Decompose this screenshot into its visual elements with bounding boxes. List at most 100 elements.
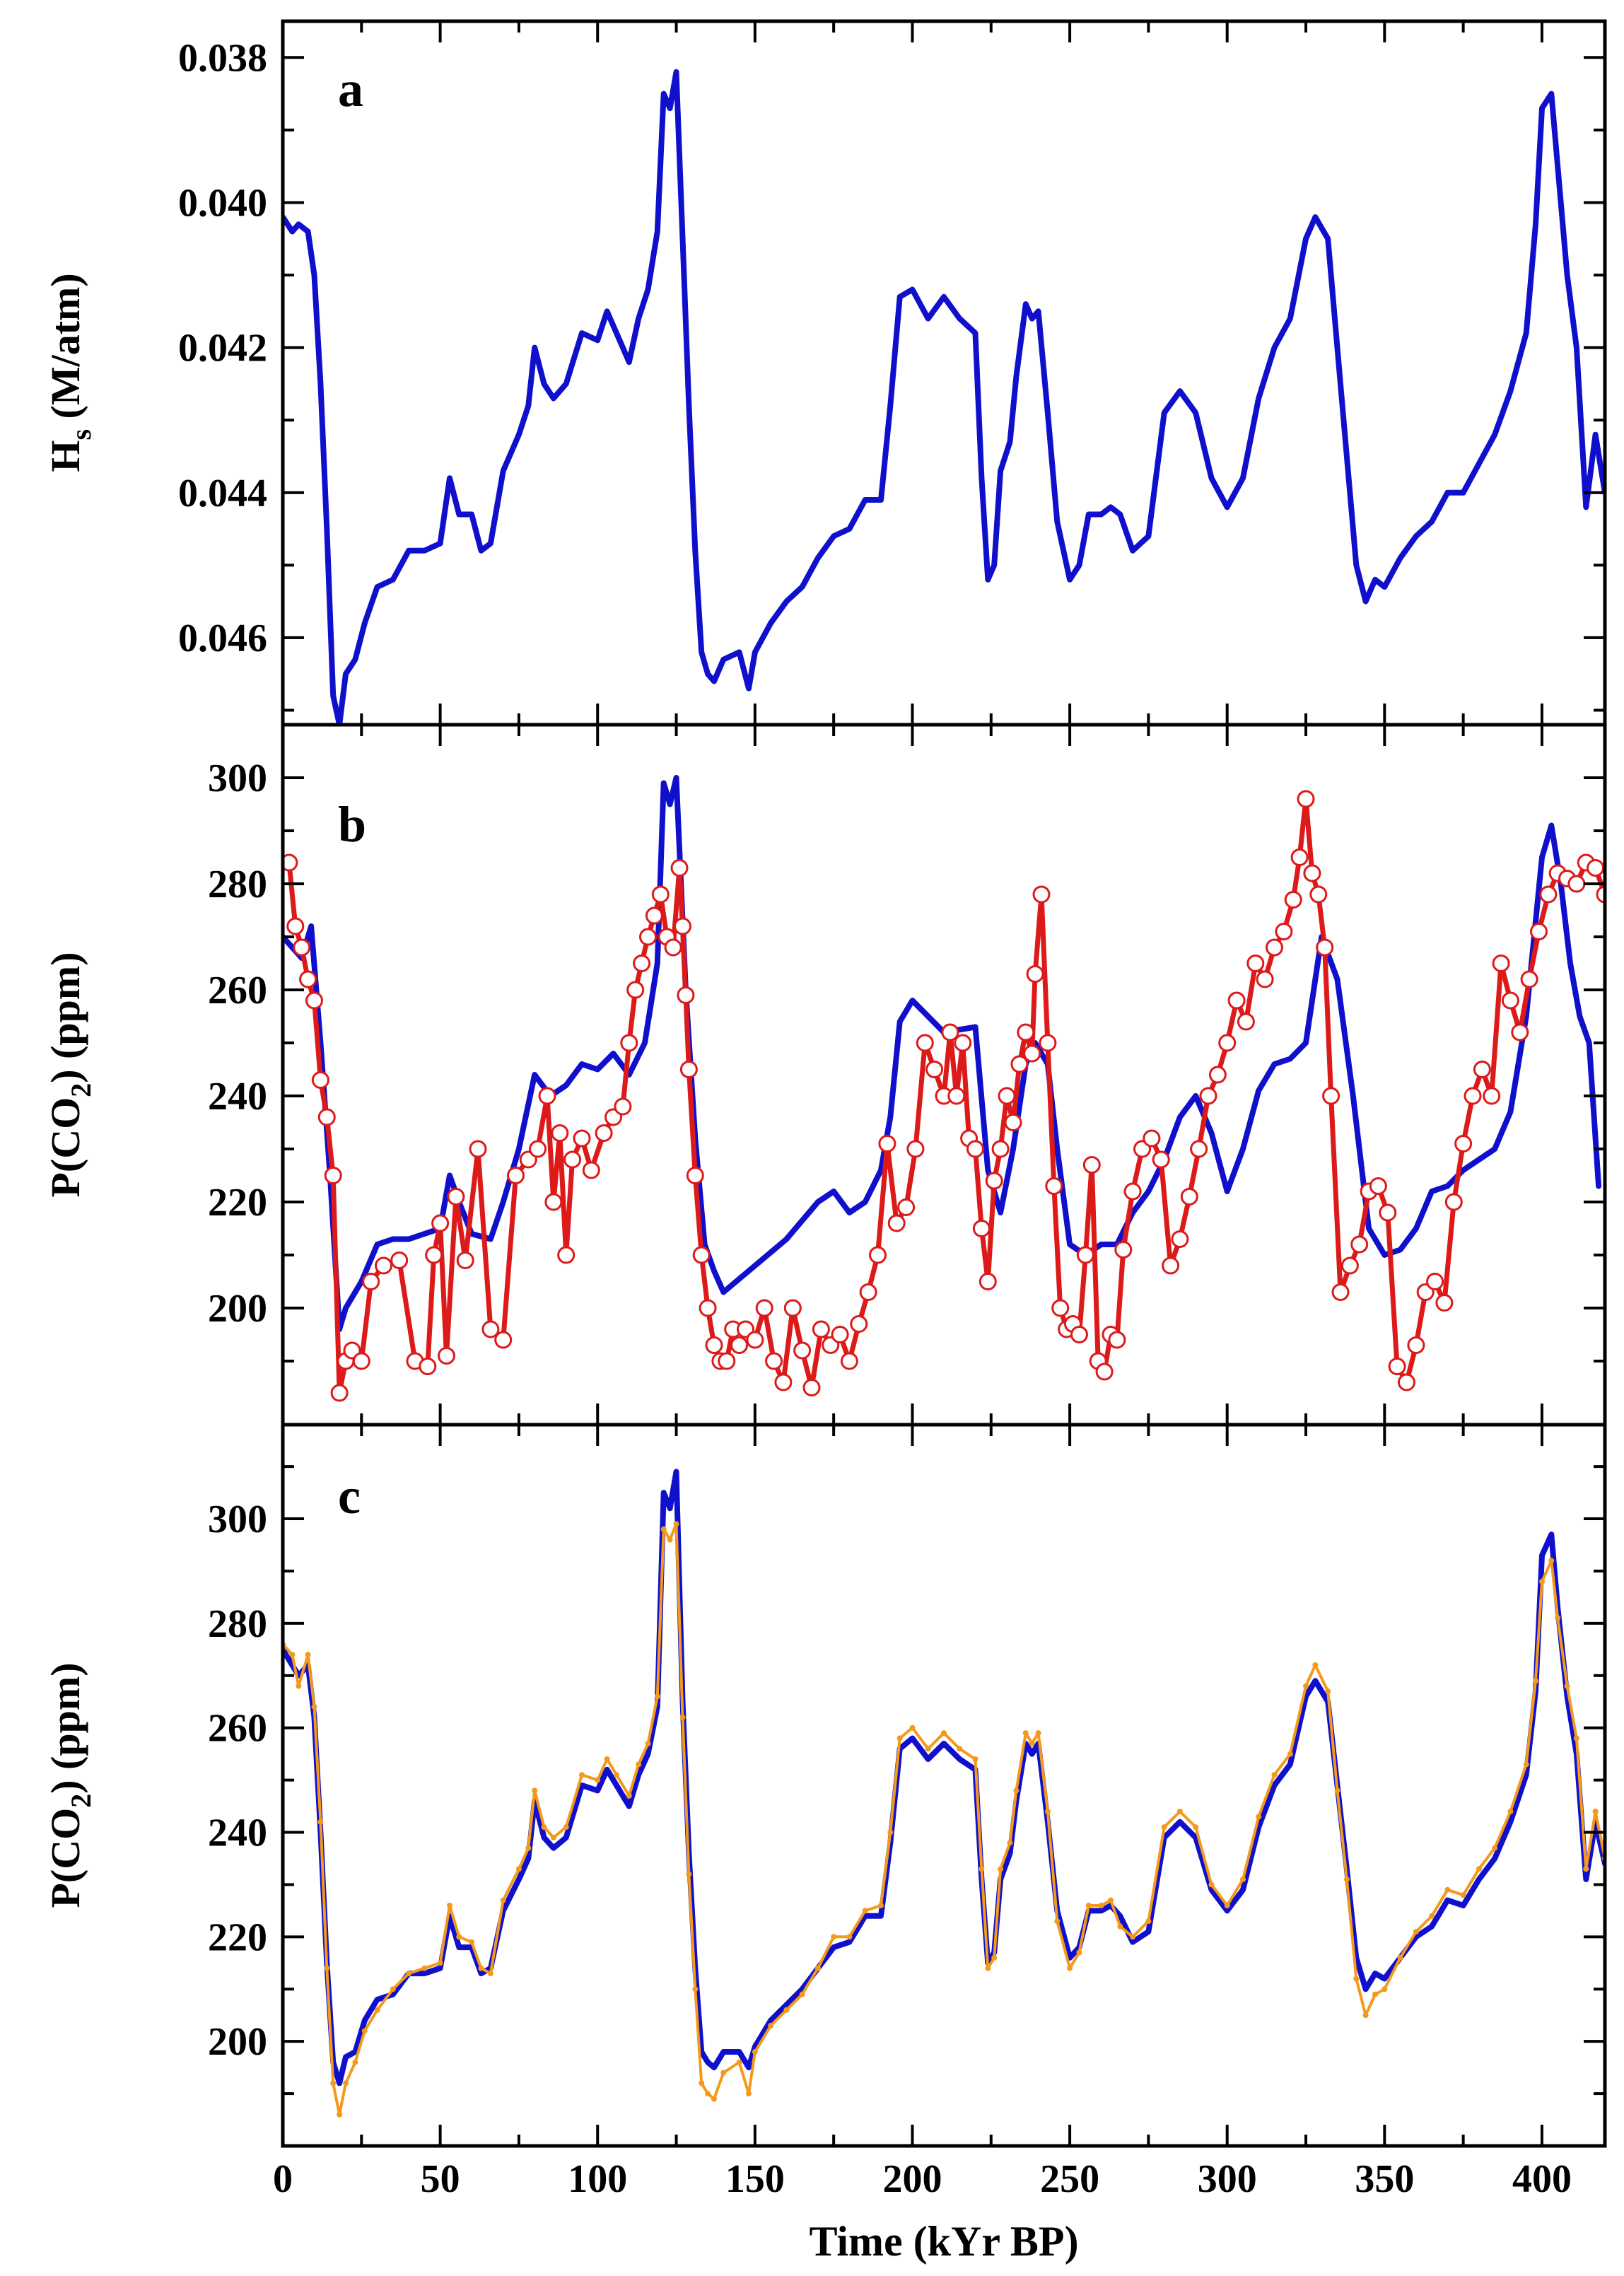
- panel-c-fit-point: [1460, 1892, 1466, 1898]
- panel-b-data-point: [906, 1140, 925, 1158]
- panel-b-data-point: [1520, 970, 1538, 988]
- panel-b-data-point: [812, 1320, 830, 1338]
- panel-c-fit-point: [1085, 1903, 1092, 1908]
- panel-b-data-point: [1045, 1177, 1063, 1195]
- panel-b-data-point: [1004, 1114, 1022, 1131]
- panel-c-fit-point: [1117, 1923, 1123, 1930]
- panel-b-data-point: [1587, 859, 1605, 877]
- panel-a-ylabel-rest: (M/atm): [42, 273, 88, 429]
- panel-b-data-point: [390, 1251, 409, 1269]
- panel-c-fit-point: [437, 1960, 443, 1966]
- panel-b-data-point: [954, 1034, 972, 1052]
- panel-b-data-point: [286, 917, 305, 935]
- panel-b-data-point: [897, 1198, 916, 1216]
- panel-c-fit-point: [1444, 1886, 1451, 1893]
- panel-b-y-tick-label: 280: [208, 863, 267, 906]
- panel-c-fit-point: [1573, 1735, 1579, 1741]
- panel-b-data-point: [1039, 1034, 1057, 1052]
- panel-b-data-point: [456, 1251, 474, 1269]
- panel-b-ylabel: P(CO2) (ppm): [42, 952, 97, 1197]
- x-tick-label: 200: [882, 2157, 942, 2201]
- x-tick-label: 350: [1355, 2157, 1414, 2201]
- panel-b-data-point: [1256, 970, 1274, 988]
- panel-c-fit-point: [614, 1772, 619, 1778]
- panel-c-fit-point: [896, 1735, 903, 1741]
- panel-a-ticks: 0.038 0.040 0.042 0.044 0.046: [178, 21, 1605, 725]
- panel-b-data-point: [1023, 1044, 1041, 1063]
- panel-b-data-point: [1435, 1294, 1454, 1312]
- panel-b-data-point: [947, 1087, 966, 1105]
- panel-c-fit-point: [925, 1746, 931, 1752]
- panel-c-fit-point: [1007, 1840, 1013, 1846]
- panel-b-data-point: [966, 1140, 984, 1158]
- panel-b-data-point: [1340, 1256, 1359, 1275]
- panel-b-data-point: [1208, 1066, 1227, 1084]
- panel-b-data-point: [916, 1034, 934, 1052]
- panel-b-data-point: [563, 1150, 582, 1169]
- panel-c-axes-frame: [281, 1423, 1607, 2148]
- panel-b-data-point: [1596, 885, 1605, 904]
- panel-c-fit-point: [645, 1740, 651, 1746]
- panel-b-data-point: [299, 970, 317, 988]
- panel-b-data-point: [670, 859, 689, 877]
- panel-c-fit-point: [692, 1986, 699, 1992]
- x-tick-labels: 0 50 100 150 200 250 300 350 400: [273, 2157, 1572, 2201]
- panel-b-data-point: [1237, 1012, 1255, 1031]
- panel-c-fit-point: [1029, 1740, 1035, 1746]
- panel-b-data-point: [765, 1352, 783, 1370]
- panel-c-fit-point: [705, 2091, 711, 2097]
- panel-c-fit-point: [711, 2096, 717, 2102]
- panel-b-data-point: [651, 885, 670, 904]
- x-tick-label: 400: [1512, 2157, 1572, 2201]
- x-axis-label: Time (kYr BP): [809, 2218, 1078, 2265]
- panel-c-fit-point: [957, 1746, 963, 1752]
- panel-c-fit-point: [469, 1939, 475, 1945]
- panel-c-fit-point: [550, 1834, 556, 1840]
- panel-b-data-point: [674, 917, 691, 935]
- x-tick-label: 250: [1040, 2157, 1099, 2201]
- panel-b-data-point: [705, 1336, 723, 1354]
- panel-c-fit-point: [478, 1965, 484, 1971]
- panel-a-ylabel-main: H: [42, 440, 88, 472]
- panel-c-fit-point: [595, 1777, 601, 1783]
- panel-b-data-point: [699, 1299, 717, 1317]
- panel-b-data-point: [1026, 965, 1044, 983]
- panel-b-data-point: [1426, 1273, 1444, 1290]
- panel-b-y-tick-label: 260: [208, 969, 267, 1012]
- panel-b-ylabel-rest: ) (ppm): [42, 952, 88, 1082]
- panel-c-fit-point: [296, 1683, 302, 1689]
- panel-b-data-point: [544, 1193, 563, 1211]
- panel-b-data-point: [1266, 938, 1283, 957]
- panel-c-fit-point: [1013, 1787, 1020, 1794]
- panel-b-data-point: [869, 1246, 887, 1264]
- panel-c-fit-point: [1507, 1809, 1514, 1814]
- panel-b-data-point: [1114, 1241, 1133, 1259]
- panel-c-fit-point: [909, 1724, 916, 1731]
- panel-b: 200 220 240 260 280 300 b P(CO2) (ppm): [42, 723, 1607, 1427]
- panel-c-fit-point: [1108, 1897, 1114, 1903]
- panel-b-data-point: [1316, 938, 1334, 957]
- panel-c-fit-point: [991, 1954, 998, 1961]
- panel-c-ylabel-sub: 2: [65, 1794, 97, 1808]
- panel-b-data-point: [1407, 1336, 1425, 1354]
- panel-b-data-point: [1095, 1362, 1114, 1381]
- panel-a-series: [283, 69, 1605, 725]
- panel-b-data-point: [941, 1023, 959, 1041]
- panel-c-fit-point: [1256, 1814, 1262, 1820]
- panel-b-data-point: [1275, 923, 1293, 940]
- panel-b-data-point: [1398, 1373, 1415, 1391]
- panel-c-fit-point: [1130, 1934, 1136, 1940]
- panel-c-fit-point: [532, 1787, 538, 1794]
- panel-b-data-point: [1309, 885, 1328, 904]
- panel-c-fit-point: [305, 1652, 311, 1658]
- panel-c-y-tick-label: 220: [208, 1915, 267, 1959]
- panel-b-data-point: [494, 1331, 513, 1349]
- panel-a-letter: a: [338, 61, 363, 117]
- panel-c-y-tick-label: 280: [208, 1602, 267, 1646]
- panel-c-fit-point: [456, 1934, 462, 1940]
- panel-c-fit-point: [1334, 1787, 1340, 1794]
- panel-c-fit-point: [1303, 1683, 1309, 1689]
- panel-c-fit-point: [1583, 1866, 1589, 1872]
- panel-b-data-point: [878, 1135, 896, 1152]
- panel-b-data-point: [850, 1315, 868, 1333]
